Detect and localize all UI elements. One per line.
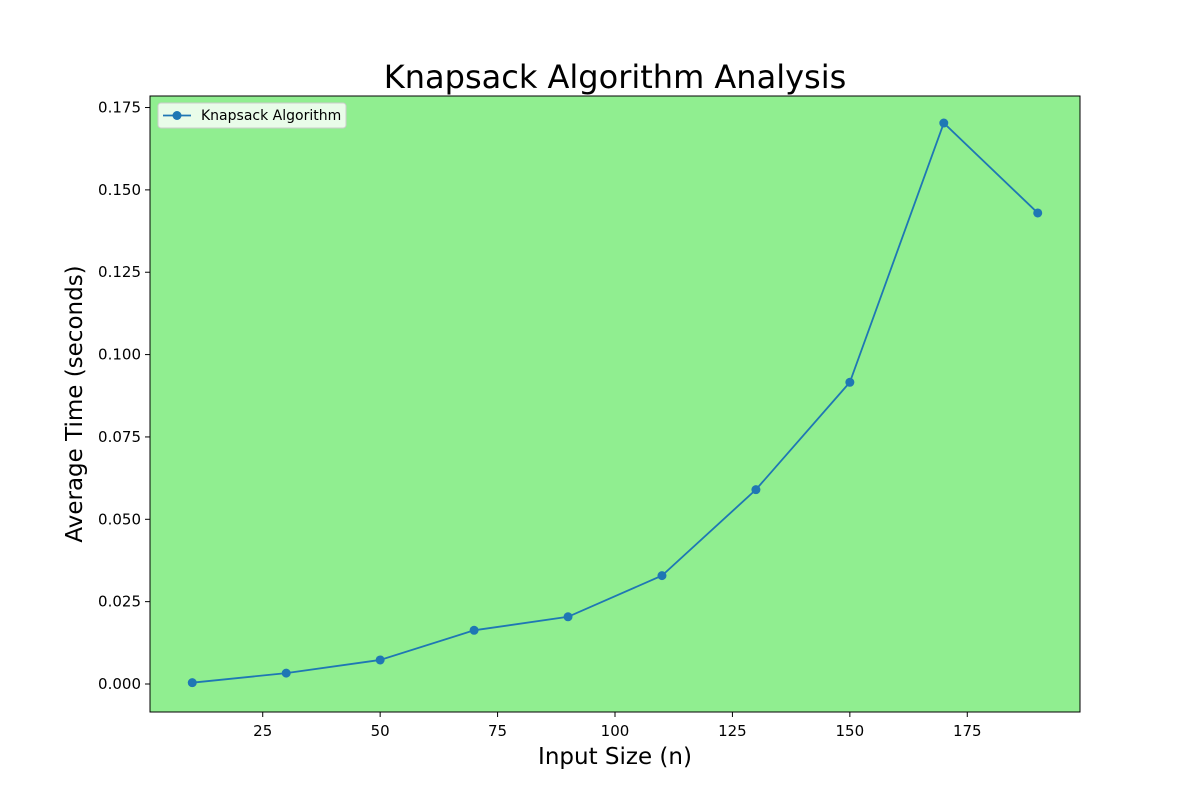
y-axis-ticks: 0.000 0.025 0.050 0.075 0.100 0.125 0.150 0.175 xyxy=(98,99,150,693)
series-group xyxy=(187,118,1043,688)
y-tick-label: 0.150 xyxy=(98,181,141,199)
x-tick-label: 125 xyxy=(718,722,747,740)
legend: Knapsack Algorithm xyxy=(157,102,347,129)
x-tick-label: 100 xyxy=(601,722,630,740)
data-point xyxy=(375,655,385,665)
x-tick-label: 150 xyxy=(836,722,865,740)
x-axis-ticks: 25 50 75 100 125 150 175 xyxy=(253,712,982,740)
data-point xyxy=(281,668,291,678)
y-tick-label: 0.025 xyxy=(98,593,141,611)
legend-label: Knapsack Algorithm xyxy=(201,108,341,124)
series-line xyxy=(192,121,1039,684)
data-point xyxy=(469,625,479,635)
data-point xyxy=(657,571,667,581)
x-tick-label: 50 xyxy=(371,722,390,740)
data-point xyxy=(751,485,761,495)
plot-background xyxy=(150,96,1080,712)
x-tick-label: 25 xyxy=(253,722,272,740)
data-point xyxy=(563,612,573,622)
plot-area-group xyxy=(149,95,1081,713)
x-tick-label: 75 xyxy=(488,722,507,740)
data-point xyxy=(187,678,197,688)
x-axis-title: Input Size (n) xyxy=(538,744,692,770)
x-tick-label: 175 xyxy=(953,722,982,740)
y-tick-label: 0.100 xyxy=(98,346,141,364)
y-axis-title: Average Time (seconds) xyxy=(62,265,88,542)
legend-marker xyxy=(172,111,182,120)
y-tick-label: 0.050 xyxy=(98,510,141,528)
legend-box xyxy=(157,102,347,129)
y-tick-label: 0.175 xyxy=(98,99,141,117)
y-tick-label: 0.125 xyxy=(98,263,141,281)
chart-title: Knapsack Algorithm Analysis xyxy=(384,58,847,96)
y-tick-label: 0.075 xyxy=(98,428,141,446)
y-tick-label: 0.000 xyxy=(98,675,141,693)
data-point xyxy=(939,118,949,128)
data-point xyxy=(845,377,855,387)
data-point xyxy=(1033,208,1043,218)
